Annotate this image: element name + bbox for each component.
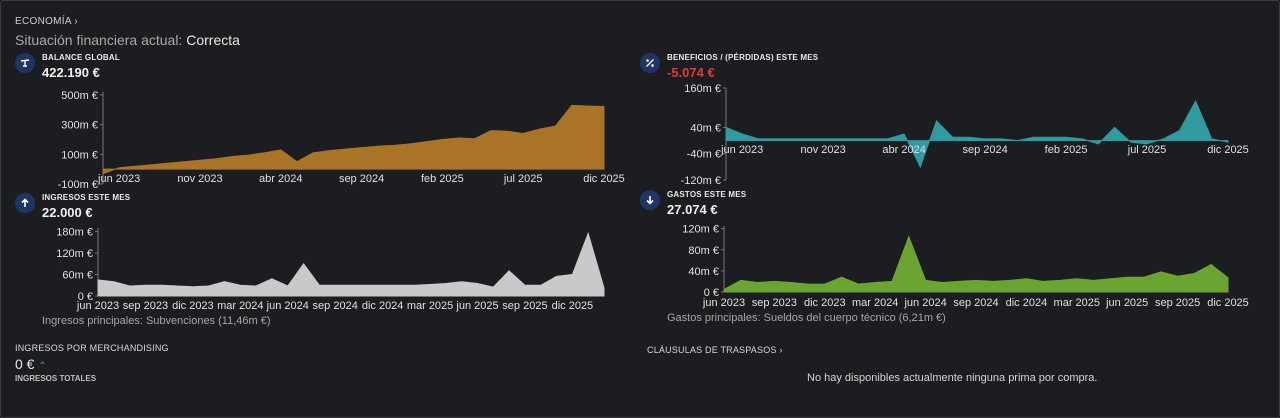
ingresos-y-tick-label: 120m € [56, 248, 93, 260]
balance-label: BALANCE GLOBAL [42, 53, 120, 62]
gastos-label: GASTOS ESTE MES [667, 190, 747, 199]
breadcrumb-label[interactable]: ECONOMÍA [15, 16, 72, 27]
beneficios-chart: -120m € -40m € 40m € 160m € jun 2023 nov 2023… [640, 80, 1260, 190]
beneficios-area-series [725, 99, 1229, 169]
beneficios-x-tick-label: dic 2025 [1207, 144, 1249, 156]
balance-x-tick-label: nov 2023 [177, 173, 222, 185]
balance-x-tick-label: sep 2024 [339, 173, 384, 185]
ingresos-x-tick-label: mar 2024 [217, 300, 263, 312]
beneficios-x-tick-label: jul 2025 [1127, 144, 1167, 156]
clausulas-label[interactable]: CLÁUSULAS DE TRASPASOS [647, 345, 777, 355]
ingresos-x-tick-label: mar 2025 [407, 300, 453, 312]
merch-value-row: 0 € ⌃ [15, 356, 47, 372]
ingresos-chart-svg: 0 € 60m € 120m € 180m € jun 2023 sep 2023 dic … [56, 227, 605, 312]
chevron-right-icon: › [779, 345, 783, 355]
status-value: Correcta [186, 32, 240, 48]
beneficios-x-tick-label: feb 2025 [1045, 144, 1088, 156]
arrow-up-icon [15, 193, 35, 213]
beneficios-x-tick-label: abr 2024 [882, 144, 925, 156]
caret-up-icon: ⌃ [38, 361, 47, 372]
gastos-x-tick-label: sep 2024 [953, 297, 998, 309]
gastos-x-tick-label: mar 2025 [1054, 297, 1100, 309]
chevron-right-icon: › [74, 16, 79, 27]
balance-area-series [102, 104, 605, 175]
gastos-footnote-value: Sueldos del cuerpo técnico (6,21m €) [763, 312, 946, 324]
arrow-down-icon [640, 190, 660, 210]
gastos-area-series [723, 235, 1229, 293]
ingresos-x-tick-label: dic 2025 [552, 300, 594, 312]
breadcrumb[interactable]: ECONOMÍA › [15, 16, 78, 27]
ingresos-x-tick-label: jun 2025 [455, 300, 498, 312]
clausulas-empty-text: No hay disponibles actualmente ninguna p… [807, 372, 1098, 384]
ingresos-area-series [97, 231, 605, 297]
percent-icon [640, 53, 660, 73]
balance-x-tick-label: jul 2025 [503, 173, 543, 185]
ingresos-value: 22.000 € [42, 205, 93, 220]
ingresos-y-tick-label: 0 € [78, 291, 93, 303]
gastos-x-tick-label: jun 2023 [702, 297, 745, 309]
ingresos-footnote-prefix: Ingresos principales: [42, 315, 143, 327]
gastos-value: 27.074 € [667, 202, 718, 217]
balance-y-tick-label: -100m € [58, 179, 98, 190]
balance-x-tick-label: jun 2023 [97, 173, 140, 185]
ingresos-x-tick-label: sep 2024 [313, 300, 358, 312]
beneficios-label: BENEFICIOS / (PÉRDIDAS) ESTE MES [667, 53, 819, 62]
balance-x-tick-label: feb 2025 [421, 173, 464, 185]
ingresos-x-tick-label: jun 2024 [266, 300, 309, 312]
gastos-x-tick-label: dic 2024 [1006, 297, 1048, 309]
gastos-x-tick-label: sep 2025 [1155, 297, 1200, 309]
gastos-footnote-prefix: Gastos principales: [667, 312, 761, 324]
balance-y-tick-label: 100m € [61, 149, 98, 161]
ingresos-x-tick-label: sep 2025 [502, 300, 547, 312]
merch-label: INGRESOS POR MERCHANDISING [15, 343, 169, 353]
beneficios-y-tick-label: 40m € [690, 122, 721, 134]
merch-sub-label: INGRESOS TOTALES [15, 374, 97, 383]
balance-x-tick-label: dic 2025 [583, 173, 625, 185]
gastos-y-tick-label: 0 € [704, 287, 719, 299]
gastos-chart: 0 € 40m € 80m € 120m € jun 2023 sep 2023 dic 2… [640, 218, 1260, 310]
ingresos-footnote-value: Subvenciones (11,46m €) [145, 315, 271, 327]
ingresos-footnote: Ingresos principales: Subvenciones (11,4… [42, 315, 271, 327]
ingresos-label: INGRESOS ESTE MES [42, 193, 131, 202]
ingresos-x-tick-label: dic 2024 [362, 300, 404, 312]
balance-x-tick-label: abr 2024 [259, 173, 302, 185]
beneficios-chart-svg: -120m € -40m € 40m € 160m € jun 2023 nov 2023… [681, 83, 1249, 187]
gastos-x-tick-label: dic 2023 [804, 297, 846, 309]
ingresos-y-tick-label: 180m € [56, 227, 93, 239]
gastos-footnote: Gastos principales: Sueldos del cuerpo t… [667, 312, 946, 324]
beneficios-value: -5.074 € [667, 65, 715, 80]
ingresos-x-tick-label: dic 2023 [172, 300, 214, 312]
clausulas-link[interactable]: CLÁUSULAS DE TRASPASOS › [647, 345, 783, 355]
gastos-x-tick-label: sep 2023 [752, 297, 797, 309]
balance-y-tick-label: 500m € [61, 90, 98, 102]
ingresos-x-tick-label: jun 2023 [76, 300, 119, 312]
beneficios-y-tick-label: -120m € [681, 175, 721, 187]
status-prefix: Situación financiera actual: [15, 32, 183, 48]
gastos-y-tick-label: 120m € [682, 224, 719, 236]
balance-chart-svg: -100m € 100m € 300m € 500m € jun 2023 nov 202… [58, 90, 625, 190]
ingresos-y-tick-label: 60m € [62, 270, 93, 282]
gastos-y-tick-label: 80m € [688, 245, 719, 257]
ingresos-chart: 0 € 60m € 120m € 180m € jun 2023 sep 2023 dic … [30, 222, 630, 312]
gastos-x-tick-label: dic 2025 [1207, 297, 1249, 309]
balance-chart: -100m € 100m € 300m € 500m € jun 2023 nov 202… [30, 84, 630, 190]
balance-y-tick-label: 300m € [61, 120, 98, 132]
financial-status: Situación financiera actual: Correcta [15, 32, 240, 48]
beneficios-x-tick-label: nov 2023 [801, 144, 846, 156]
balance-value: 422.190 € [42, 65, 100, 80]
ingresos-x-tick-label: sep 2023 [123, 300, 168, 312]
balance-scale-icon [15, 53, 35, 73]
gastos-chart-svg: 0 € 40m € 80m € 120m € jun 2023 sep 2023 dic 2… [682, 224, 1249, 309]
beneficios-x-tick-label: sep 2024 [962, 144, 1007, 156]
gastos-x-tick-label: jun 2025 [1105, 297, 1148, 309]
gastos-x-tick-label: jun 2024 [903, 297, 946, 309]
merch-value: 0 € [15, 356, 35, 372]
beneficios-y-tick-label: 160m € [684, 83, 721, 95]
beneficios-y-tick-label: -40m € [687, 149, 721, 161]
gastos-x-tick-label: mar 2024 [852, 297, 898, 309]
gastos-y-tick-label: 40m € [688, 266, 719, 278]
beneficios-x-tick-label: jun 2023 [720, 144, 763, 156]
